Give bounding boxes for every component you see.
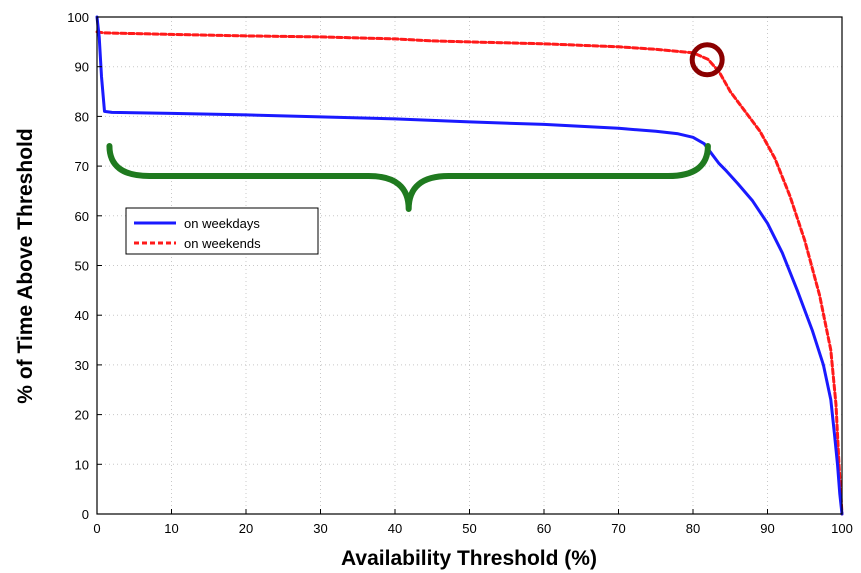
y-tick-label: 50 xyxy=(75,259,89,274)
y-tick-label: 100 xyxy=(67,10,89,25)
grid-lines xyxy=(97,17,842,514)
y-tick-label: 40 xyxy=(75,308,89,323)
legend-box xyxy=(125,207,319,255)
y-tick-label: 20 xyxy=(75,408,89,423)
x-tick-label: 100 xyxy=(831,521,853,536)
y-tick-label: 60 xyxy=(75,209,89,224)
x-tick-label: 0 xyxy=(93,521,100,536)
series-line-weekends xyxy=(95,30,844,516)
x-tick-label: 20 xyxy=(239,521,253,536)
x-tick-label: 30 xyxy=(313,521,327,536)
legend: on weekdays on weekends xyxy=(125,207,319,255)
y-tick-label: 70 xyxy=(75,159,89,174)
series-layer xyxy=(95,15,844,516)
x-tick-label: 60 xyxy=(537,521,551,536)
legend-label-weekends: on weekends xyxy=(184,236,261,251)
x-axis-label: Availability Threshold (%) xyxy=(341,547,597,570)
x-tick-label: 90 xyxy=(760,521,774,536)
x-tick-labels: 0 10 20 30 40 50 60 70 80 90 100 xyxy=(93,509,853,536)
x-tick-label: 10 xyxy=(164,521,178,536)
y-tick-labels: 0 10 20 30 40 50 60 70 80 90 100 xyxy=(67,10,102,522)
highlight-circle xyxy=(689,42,725,78)
series-line-weekdays xyxy=(95,15,844,516)
annotation-layer xyxy=(106,42,725,213)
y-tick-label: 90 xyxy=(75,60,89,75)
y-tick-label: 80 xyxy=(75,109,89,124)
y-tick-label: 30 xyxy=(75,358,89,373)
x-tick-label: 80 xyxy=(686,521,700,536)
y-tick-label: 0 xyxy=(82,507,89,522)
curly-brace xyxy=(106,143,711,213)
x-tick-label: 40 xyxy=(388,521,402,536)
y-axis-label: % of Time Above Threshold xyxy=(14,128,37,403)
y-tick-label: 10 xyxy=(75,457,89,472)
x-tick-label: 70 xyxy=(611,521,625,536)
x-tick-label: 50 xyxy=(462,521,476,536)
legend-label-weekdays: on weekdays xyxy=(184,216,260,231)
